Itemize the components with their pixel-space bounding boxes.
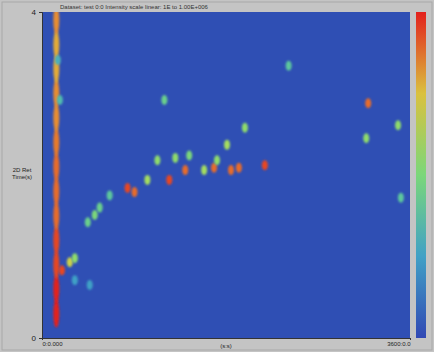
spot bbox=[53, 104, 59, 132]
spot bbox=[57, 95, 63, 105]
y-tick: 4 bbox=[32, 8, 42, 17]
spot bbox=[214, 155, 220, 165]
x-tick: 3600:0.0 bbox=[387, 338, 411, 347]
spot bbox=[186, 150, 192, 160]
spot bbox=[53, 128, 59, 156]
y-axis-title: 2D RetTime(s) bbox=[12, 167, 32, 180]
spot bbox=[92, 210, 98, 220]
spot bbox=[53, 226, 59, 254]
y-tick-label: 0 bbox=[32, 334, 37, 343]
spot bbox=[53, 202, 59, 230]
spot bbox=[201, 165, 207, 175]
spot bbox=[53, 251, 59, 279]
spot bbox=[107, 190, 113, 200]
spot bbox=[97, 203, 103, 213]
spot bbox=[53, 31, 59, 59]
spot bbox=[53, 12, 59, 34]
spot bbox=[224, 140, 230, 150]
spot bbox=[363, 133, 369, 143]
spot bbox=[161, 95, 167, 105]
spot bbox=[53, 177, 59, 205]
spot bbox=[365, 98, 371, 108]
spot bbox=[182, 165, 188, 175]
spot bbox=[53, 275, 59, 303]
plot-area bbox=[42, 12, 410, 338]
x-tick: 0:0.000 bbox=[43, 338, 64, 347]
spot bbox=[72, 253, 78, 263]
x-axis-title: (s:s) bbox=[220, 343, 232, 349]
spot bbox=[236, 163, 242, 173]
spot bbox=[59, 265, 65, 275]
spot bbox=[286, 61, 292, 71]
x-tick-label: 0:0.000 bbox=[43, 341, 64, 347]
spots bbox=[53, 12, 404, 328]
spot bbox=[398, 193, 404, 203]
spot bbox=[144, 175, 150, 185]
x-tick-label: 3600:0.0 bbox=[387, 341, 411, 347]
title: Dataset: test 0:0 Intensity scale linear… bbox=[60, 4, 209, 10]
spot bbox=[125, 183, 131, 193]
spot bbox=[242, 123, 248, 133]
x-tick-mark bbox=[410, 338, 411, 340]
spot bbox=[53, 153, 59, 181]
y-tick-mark bbox=[39, 338, 42, 339]
y-tick-mark bbox=[39, 12, 42, 13]
frame bbox=[2, 2, 432, 350]
spot bbox=[262, 160, 268, 170]
x-axis-line bbox=[43, 339, 411, 341]
x-tick-mark bbox=[42, 338, 43, 340]
y-tick: 0 bbox=[32, 334, 42, 343]
y-axis: 04 bbox=[32, 8, 43, 343]
spot bbox=[87, 280, 93, 290]
spot bbox=[85, 217, 91, 227]
spot bbox=[395, 120, 401, 130]
spot bbox=[166, 175, 172, 185]
color-bar bbox=[416, 12, 426, 338]
spot bbox=[132, 187, 138, 197]
spot bbox=[154, 155, 160, 165]
spot bbox=[228, 165, 234, 175]
spot bbox=[53, 300, 59, 328]
spot bbox=[55, 55, 61, 65]
spot bbox=[72, 275, 78, 285]
y-axis-line bbox=[39, 13, 43, 339]
spot bbox=[172, 153, 178, 163]
y-tick-label: 4 bbox=[32, 8, 37, 17]
